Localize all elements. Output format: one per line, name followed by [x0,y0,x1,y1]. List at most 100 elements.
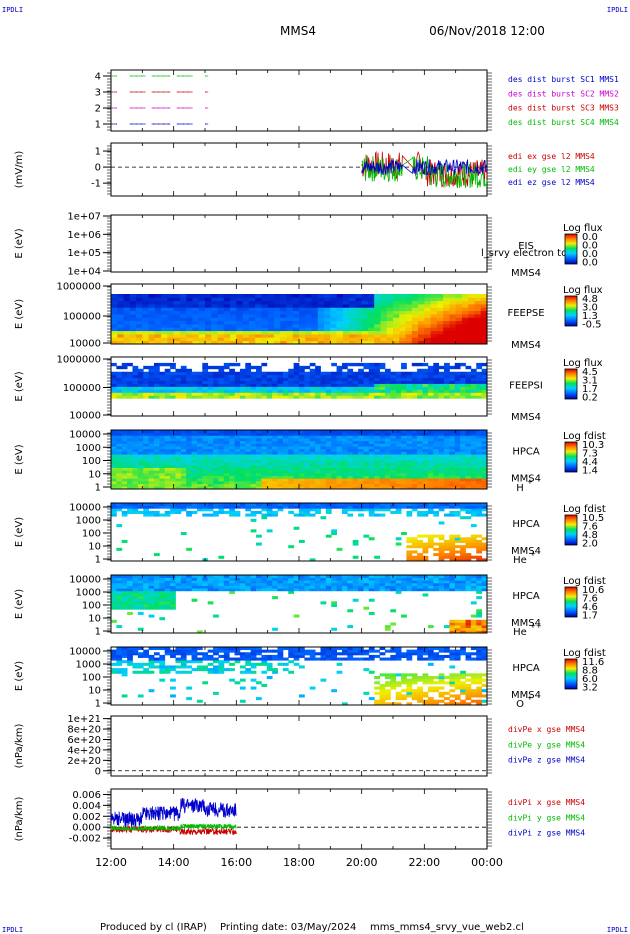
spectrogram-cell [280,304,287,308]
hpca-he-colorbar [564,514,578,546]
spectrogram-cell [266,582,273,586]
spectrogram-cell [261,307,269,312]
spectrogram-cell [342,327,350,332]
spectrogram-cell [379,467,386,471]
spectrogram-cell [417,588,423,592]
spectrogram-cell [342,297,350,302]
feeps-e-colorbar-tick: -0.5 [582,320,602,331]
spectrogram-cell [186,464,192,468]
spectrogram-cell [137,483,144,487]
spectrogram-cell [427,432,434,436]
spectrogram-cell [213,480,219,485]
spectrogram-cell [311,340,319,345]
spectrogram-cell [250,443,257,447]
spectrogram-cell [422,550,429,554]
spectrogram-cell [256,505,262,509]
spectrogram-cell [127,462,133,466]
spectrogram-cell [186,380,192,384]
spectrogram-cell [481,386,488,390]
spectrogram-cell [465,383,472,387]
spectrogram-cell [424,304,431,308]
spectrogram-cell [349,294,356,298]
spectrogram-cell [123,340,131,345]
spectrogram-cell [213,472,219,476]
spectrogram-cell [315,389,321,393]
spectrogram-cell [277,389,284,393]
spectrogram-cell [304,395,311,399]
spectrogram-cell [481,627,488,631]
spectrogram-cell [277,462,284,466]
spectrogram-cell [175,446,182,450]
spectrogram-cell [331,529,337,533]
spectrogram-cell [418,294,425,298]
spectrogram-cell [282,377,289,381]
spectrogram-cell [433,470,440,474]
spectrogram-cell [282,432,289,436]
spectrogram-cell [161,327,168,332]
spectrogram-cell [127,472,133,476]
hpca-h-ytick-label: 100 [82,456,101,467]
spectrogram-cell [311,317,319,322]
spectrogram-cell [481,577,488,581]
spectrogram-cell [454,451,461,455]
spectrogram-cell [137,432,144,436]
spectrogram-cell [213,374,219,379]
spectrogram-cell [202,462,209,466]
spectrogram-cell [129,300,137,305]
spectrogram-cell [380,334,388,338]
spectrogram-cell [255,327,262,332]
feeps-e-ytick-label: 10000 [69,339,101,350]
spectrogram-cell [266,480,273,485]
spectrogram-cell [127,371,133,376]
spectrogram-cell [444,475,450,479]
spectrogram-cell [127,601,133,605]
spectrogram-cell [277,467,284,471]
spectrogram-cell [401,582,407,586]
spectrogram-cell [127,611,133,615]
spectrogram-cell [352,374,359,379]
hpca-h-species-label: H [516,483,524,494]
spectrogram-cell [401,374,407,379]
spectrogram-cell [179,294,187,298]
spectrogram-cell [417,582,423,586]
spectrogram-cell [143,588,149,592]
spectrogram-cell [341,508,348,512]
spectrogram-cell [438,542,445,546]
spectrogram-cell [186,304,193,308]
spectrogram-cell [336,294,344,298]
spectrogram-cell [213,392,219,396]
spectrogram-cell [261,588,268,592]
spectrogram-cell [132,505,139,509]
spectrogram-cell [213,503,219,507]
spectrogram-cell [186,467,192,471]
spectrogram-cell [245,582,252,586]
spectrogram-cell [137,368,144,373]
burst-frame [110,69,488,132]
spectrogram-cell [393,340,400,345]
spectrogram-cell [180,585,187,589]
spectrogram-cell [342,330,350,335]
spectrogram-cell [277,383,284,387]
spectrogram-cell [358,438,364,442]
spectrogram-cell [427,462,434,466]
spectrogram-cell [111,503,117,507]
spectrogram-cell [129,337,137,342]
spectrogram-cell [137,588,144,592]
spectrogram-cell [121,386,128,390]
spectrogram-cell [481,371,488,376]
spectrogram-cell [239,478,246,482]
spectrogram-cell [347,395,354,399]
spectrogram-cell [261,464,268,468]
spectrogram-cell [424,340,431,345]
spectrogram-cell [272,510,278,514]
spectrogram-cell [465,395,472,399]
spectrogram-cell [179,297,187,302]
spectrogram-cell [202,483,209,487]
spectrogram-cell [121,575,128,579]
spectrogram-cell [461,314,469,318]
spectrogram-cell [234,467,241,471]
spectrogram-cell [304,454,311,458]
spectrogram-cell [143,470,149,474]
spectrogram-cell [470,537,477,541]
spectrogram-cell [277,503,284,507]
